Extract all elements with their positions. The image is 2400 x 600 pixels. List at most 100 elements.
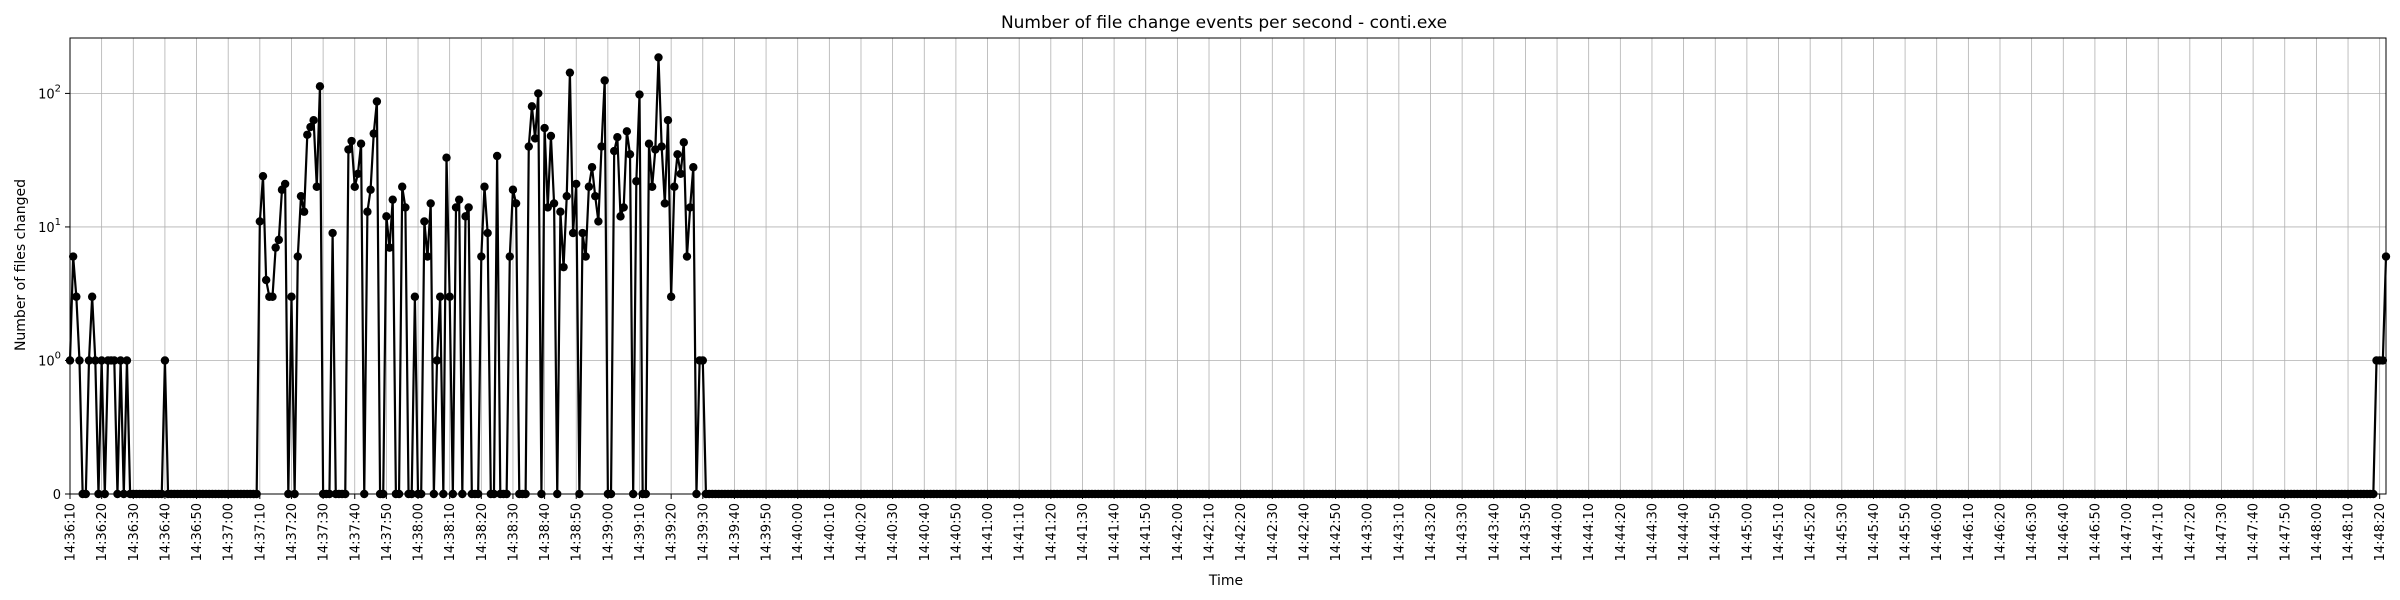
data-point (492, 151, 502, 161)
x-tick-label: 14:39:00 (601, 503, 616, 561)
data-point (597, 142, 606, 151)
data-point (382, 212, 391, 221)
data-point (613, 133, 622, 142)
x-tick-label: 14:41:40 (1108, 503, 1123, 561)
data-point (401, 203, 410, 212)
data-point (299, 207, 309, 216)
data-point (369, 129, 378, 138)
x-tick-label: 14:36:30 (127, 503, 142, 561)
data-point (287, 292, 296, 301)
data-point (651, 145, 660, 154)
data-point (673, 150, 682, 159)
x-tick-label: 14:43:00 (1361, 503, 1376, 561)
x-tick-label: 14:44:00 (1551, 503, 1566, 561)
data-point (347, 136, 356, 146)
data-point (445, 292, 454, 301)
data-point (410, 292, 420, 301)
x-tick-label: 14:40:00 (791, 503, 806, 561)
data-point (451, 203, 461, 212)
data-point (568, 228, 578, 238)
y-tick-label: 100 (38, 350, 61, 369)
x-tick-label: 14:46:20 (1994, 503, 2009, 561)
x-tick-label: 14:44:50 (1709, 503, 1724, 561)
x-tick-label: 14:44:40 (1677, 503, 1692, 561)
x-tick-label: 14:41:50 (1139, 503, 1154, 561)
data-point (654, 53, 663, 62)
data-point (698, 356, 707, 365)
data-point (647, 182, 657, 191)
x-tick-label: 14:46:00 (1930, 503, 1945, 561)
x-tick-label: 14:41:20 (1044, 503, 1059, 561)
data-point (385, 243, 394, 252)
data-point (306, 122, 315, 132)
data-point (565, 68, 575, 77)
data-point (303, 130, 312, 139)
x-axis-title: Time (1208, 573, 1243, 589)
data-point (644, 139, 654, 148)
data-point (594, 217, 603, 226)
data-point (632, 177, 641, 186)
data-point (366, 185, 375, 194)
data-point (559, 262, 568, 272)
data-point (423, 252, 432, 261)
data-point (398, 182, 407, 191)
data-point (296, 191, 306, 201)
data-point (315, 82, 325, 91)
data-point (584, 182, 594, 191)
y-axis-title: Number of files changed (13, 179, 29, 351)
data-point (663, 116, 673, 125)
x-tick-label: 14:37:50 (380, 503, 395, 561)
data-point (477, 252, 486, 261)
x-tick-label: 14:37:40 (348, 503, 363, 561)
x-tick-label: 14:36:20 (95, 503, 110, 561)
x-tick-label: 14:43:50 (1519, 503, 1534, 561)
data-point (435, 292, 445, 301)
data-point (689, 163, 698, 172)
x-tick-label: 14:37:00 (222, 503, 237, 561)
data-point (480, 182, 489, 191)
x-tick-label: 14:40:50 (949, 503, 964, 561)
data-point (84, 356, 94, 365)
x-tick-label: 14:39:30 (696, 503, 711, 561)
x-tick-label: 14:43:40 (1487, 503, 1502, 561)
data-point (527, 102, 537, 111)
data-point (464, 203, 473, 212)
data-point (116, 356, 125, 365)
data-point (122, 356, 132, 365)
x-tick-label: 14:36:10 (64, 503, 79, 561)
x-tick-label: 14:40:40 (918, 503, 933, 561)
data-point (97, 356, 106, 365)
data-point (670, 182, 679, 191)
data-point (442, 153, 451, 162)
data-point (540, 123, 549, 133)
x-tick-label: 14:38:40 (538, 503, 553, 561)
data-point (508, 185, 518, 194)
data-point (261, 275, 271, 285)
data-point (581, 252, 590, 261)
data-point (616, 212, 625, 221)
data-point (505, 252, 514, 261)
x-tick-label: 14:41:10 (1013, 503, 1028, 561)
y-tick-label: 0 (53, 488, 61, 503)
data-point (524, 142, 533, 151)
x-tick-label: 14:42:40 (1297, 503, 1312, 561)
x-tick-label: 14:36:40 (158, 503, 173, 561)
x-tick-label: 14:38:30 (506, 503, 521, 561)
data-point (271, 243, 280, 252)
x-tick-label: 14:48:10 (2342, 503, 2357, 561)
data-point (657, 142, 666, 151)
x-tick-label: 14:47:20 (2183, 503, 2198, 561)
data-point (356, 139, 366, 148)
data-point (572, 179, 581, 189)
x-tick-label: 14:39:20 (665, 503, 680, 561)
x-tick-label: 14:38:10 (443, 503, 458, 561)
x-tick-label: 14:43:10 (1392, 503, 1407, 561)
x-tick-label: 14:38:50 (570, 503, 585, 561)
y-tick-label: 102 (38, 83, 61, 102)
data-point (350, 182, 359, 191)
data-point (610, 146, 619, 156)
data-point (91, 356, 100, 365)
data-point (353, 169, 363, 178)
data-point (676, 169, 685, 178)
x-tick-label: 14:42:10 (1203, 503, 1218, 561)
